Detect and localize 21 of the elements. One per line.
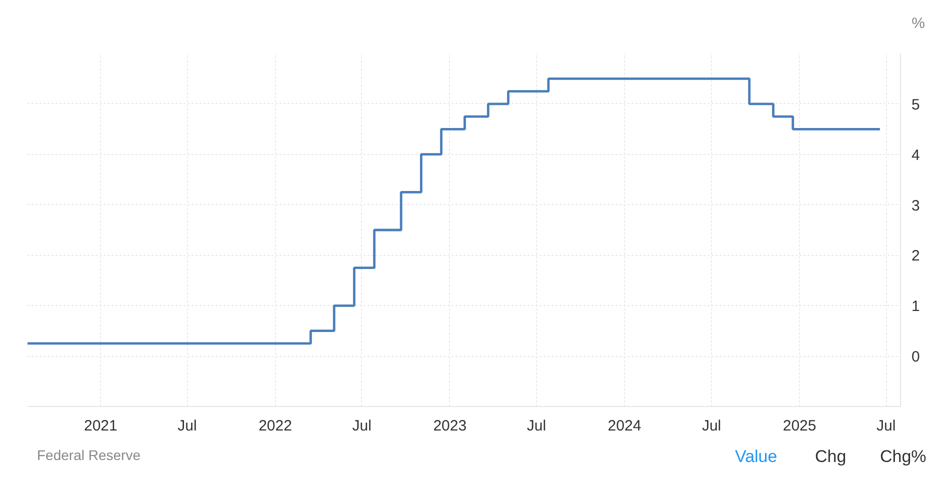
x-tick-label: 2025 bbox=[782, 418, 816, 434]
y-tick-label: 1 bbox=[912, 298, 920, 316]
y-axis-title: % bbox=[912, 14, 925, 34]
x-tick-label: Jul bbox=[702, 418, 722, 434]
x-tick-label: 2022 bbox=[258, 418, 292, 434]
y-tick-label: 5 bbox=[912, 96, 920, 114]
y-tick-label: 3 bbox=[912, 197, 920, 214]
x-tick-label: Jul bbox=[178, 418, 197, 434]
text: Federal Reserve bbox=[37, 446, 140, 465]
x-tick-label: Jul bbox=[352, 418, 372, 434]
y-tick-label: 4 bbox=[912, 146, 920, 164]
x-tick-label: 2023 bbox=[433, 418, 467, 434]
x-tick-label: Jul bbox=[876, 418, 896, 434]
text: Value bbox=[735, 446, 778, 468]
x-tick-label: Jul bbox=[526, 418, 546, 434]
text: Chg% bbox=[880, 446, 926, 468]
x-tick-label: 2021 bbox=[84, 418, 118, 434]
y-tick-label: 2 bbox=[912, 248, 920, 265]
text: Chg bbox=[815, 446, 846, 468]
y-tick-label: 0 bbox=[912, 348, 920, 366]
x-tick-label: 2024 bbox=[608, 418, 642, 434]
